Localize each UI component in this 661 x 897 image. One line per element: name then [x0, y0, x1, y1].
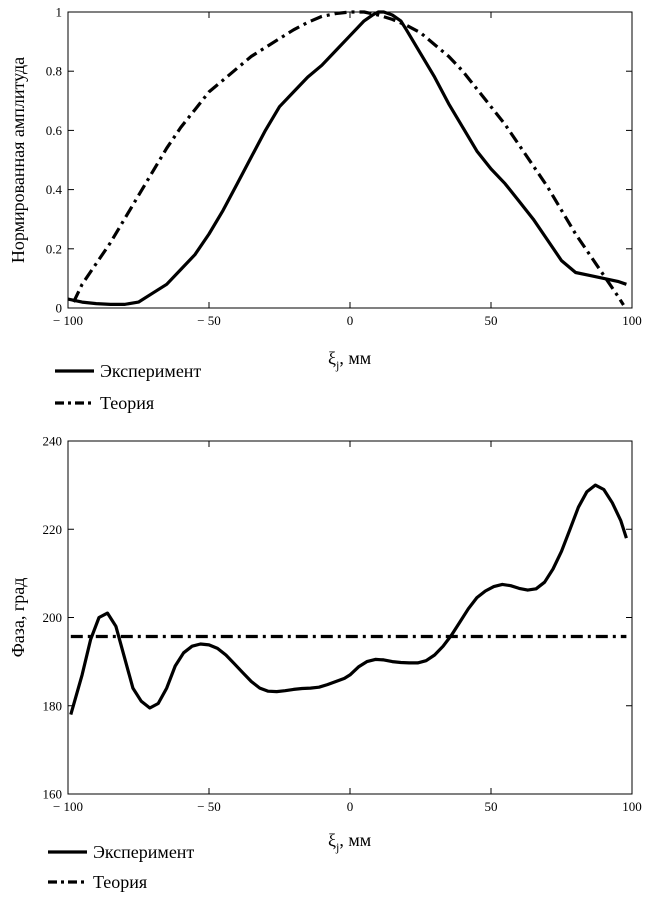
x-tick-label: 0 — [347, 313, 354, 328]
x-axis-label-unit: , мм — [339, 830, 371, 850]
series-line-experiment — [69, 483, 628, 716]
x-axis-label-unit: , мм — [339, 348, 371, 368]
x-tick-label: − 100 — [53, 313, 83, 328]
legend-label-theory: Теория — [100, 393, 154, 413]
series-line-experiment — [67, 10, 627, 306]
y-tick-label: 1 — [56, 5, 63, 20]
x-axis-label: ξj, мм — [328, 830, 371, 854]
x-tick-label: − 100 — [53, 799, 83, 814]
x-axis-label-subscript: j — [335, 358, 339, 372]
y-tick-label: 0.4 — [46, 182, 63, 197]
legend-label-experiment: Эксперимент — [100, 361, 201, 381]
y-tick-label: 0.2 — [46, 241, 62, 256]
y-axis-label: Фаза, град — [8, 578, 28, 658]
y-axis-label: Нормированная амплитуда — [8, 57, 28, 263]
x-axis-label: ξj, мм — [328, 348, 371, 372]
x-axis-label-symbol: ξ — [328, 830, 336, 850]
y-tick-label: 0 — [56, 301, 63, 316]
x-tick-label: 100 — [622, 799, 642, 814]
y-tick-label: 0.8 — [46, 64, 62, 79]
x-tick-label: − 50 — [197, 799, 221, 814]
x-tick-label: 50 — [485, 313, 498, 328]
x-tick-label: 100 — [622, 313, 642, 328]
x-tick-label: 0 — [347, 799, 354, 814]
y-tick-label: 220 — [43, 522, 63, 537]
y-tick-label: 200 — [43, 610, 63, 625]
legend-label-theory: Теория — [93, 872, 147, 892]
phase-chart: − 100 − 50 0 50 100 160 180 200 220 240 Фаза, град… — [8, 434, 642, 893]
series-line-theory — [72, 10, 625, 306]
x-axis-label-subscript: j — [335, 840, 339, 854]
y-tick-label: 160 — [43, 787, 63, 802]
y-tick-label: 240 — [43, 434, 63, 449]
y-tick-label: 0.6 — [46, 123, 63, 138]
x-axis-label-symbol: ξ — [328, 348, 336, 368]
amplitude-chart: − 100 − 50 0 50 100 0 0.2 0.4 0.6 0.8 1 Нормированн… — [8, 5, 642, 414]
x-tick-label: − 50 — [197, 313, 221, 328]
x-tick-label: 50 — [485, 799, 498, 814]
y-tick-label: 180 — [43, 698, 63, 713]
plot-frame — [67, 11, 633, 309]
legend-label-experiment: Эксперимент — [93, 842, 194, 862]
plot-frame — [67, 440, 633, 795]
